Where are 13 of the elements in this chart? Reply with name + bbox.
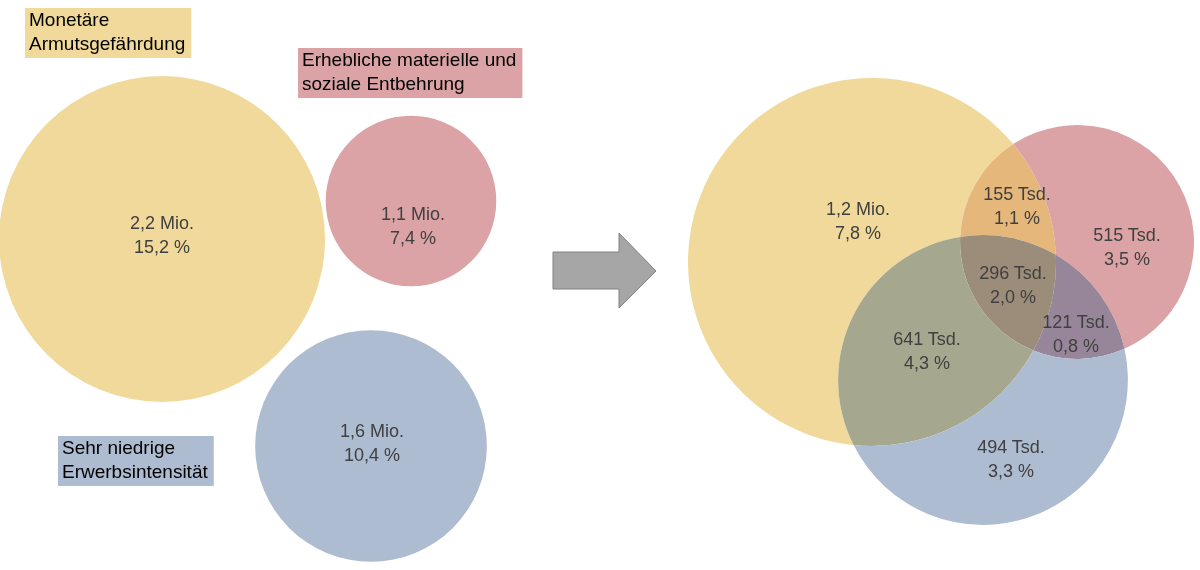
category-label: Erhebliche materielle und soziale Entbehrung	[302, 49, 517, 95]
data-label: 1,1 Mio. 7,4 %	[380, 203, 446, 248]
data-label: 1,2 Mio. 7,8 %	[825, 198, 891, 243]
data-label: 296 Tsd. 2,0 %	[979, 262, 1047, 307]
data-label: 641 Tsd. 4,3 %	[893, 328, 961, 373]
data-label: 121 Tsd. 0,8 %	[1042, 311, 1110, 356]
data-label: 1,6 Mio. 10,4 %	[339, 420, 405, 465]
data-label: 2,2 Mio. 15,2 %	[129, 212, 195, 257]
category-label: Monetäre Armutsgefährdung	[29, 9, 186, 55]
data-label: 515 Tsd. 3,5 %	[1093, 224, 1161, 269]
data-label: 494 Tsd. 3,3 %	[977, 436, 1045, 481]
category-label: Sehr niedrige Erwerbsintensität	[62, 437, 209, 483]
data-label: 155 Tsd. 1,1 %	[983, 183, 1051, 228]
